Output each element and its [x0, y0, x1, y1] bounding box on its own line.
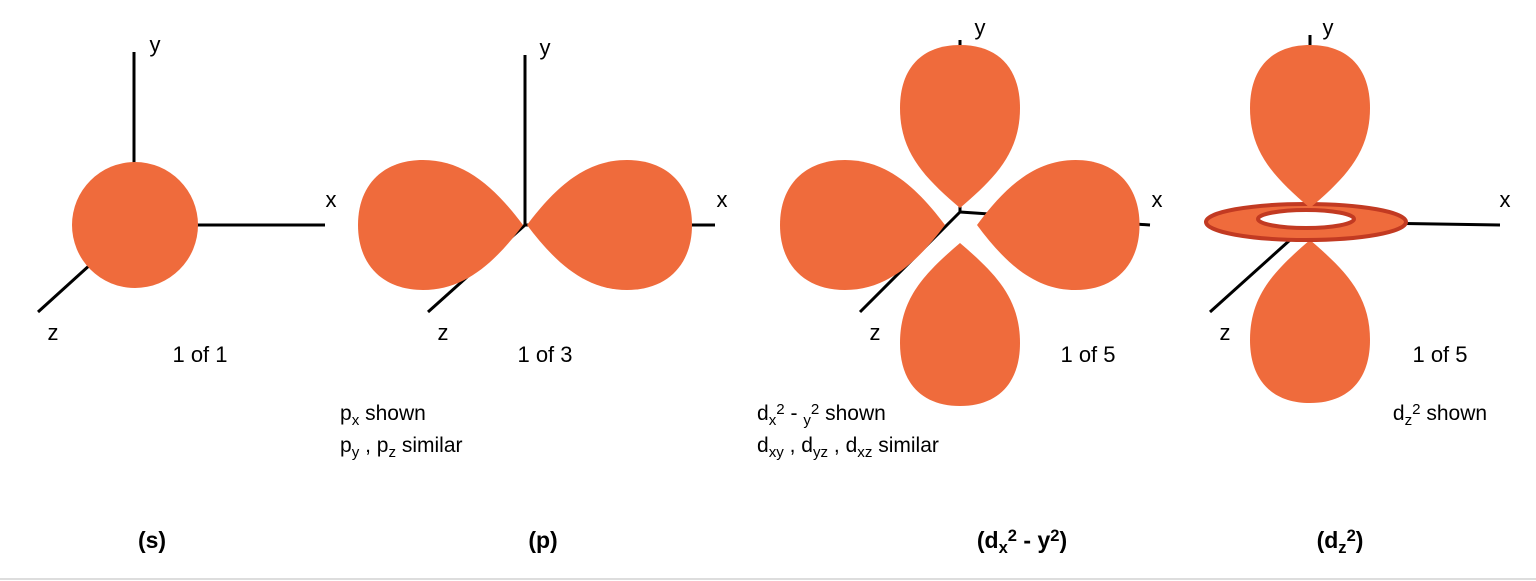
text-segment: yz — [813, 444, 828, 461]
note: dxy , dyz , dxz similar — [757, 434, 939, 461]
text-segment: 2 — [1050, 526, 1059, 545]
text-segment: xy — [769, 444, 785, 461]
text-segment: 2 — [1347, 526, 1356, 545]
p-orbital — [358, 55, 715, 314]
text-segment: (p) — [528, 527, 557, 553]
sphere — [72, 162, 198, 288]
text-segment: - y — [1017, 527, 1050, 553]
s-orbital — [36, 52, 325, 314]
text-segment: 2 — [1412, 401, 1420, 418]
text-segment: ) — [1059, 527, 1067, 553]
text-segment: similar — [396, 434, 463, 457]
text-segment: , d — [828, 434, 857, 457]
text-segment: - — [785, 402, 804, 425]
orbital-count: 1 of 5 — [1060, 342, 1115, 367]
text-segment: x — [352, 412, 360, 429]
text-segment: (s) — [138, 527, 166, 553]
orbital-label: (s) — [138, 527, 166, 553]
axis-label: x — [326, 187, 337, 212]
text-segment: shown — [359, 402, 426, 425]
dz2-orbital — [1204, 35, 1501, 403]
text-segment: d — [757, 402, 769, 425]
orbital-label: (p) — [528, 527, 557, 553]
orbital-count: 1 of 1 — [172, 342, 227, 367]
axis-label: y — [1323, 15, 1334, 40]
text-segment: 2 — [1008, 526, 1017, 545]
text-segment: p — [340, 434, 352, 457]
axis-label: y — [975, 15, 986, 40]
axis-label: z — [870, 320, 881, 345]
text-segment: 2 — [811, 401, 819, 418]
axis-label: y — [150, 32, 161, 57]
text-segment: xz — [857, 444, 872, 461]
text-segment: 2 — [776, 401, 784, 418]
text-segment: y — [352, 444, 360, 461]
orbital-label: (dz2) — [1317, 526, 1364, 557]
axis-label: y — [540, 35, 551, 60]
orbital-count: 1 of 5 — [1412, 342, 1467, 367]
note: dz2 shown — [1393, 401, 1487, 429]
text-segment: z — [1338, 538, 1346, 557]
text-segment: z — [388, 444, 396, 461]
text-segment: similar — [872, 434, 939, 457]
axis-label: z — [1220, 320, 1231, 345]
axis-label: z — [48, 320, 59, 345]
text-segment: x — [769, 412, 777, 429]
orbital-count: 1 of 3 — [517, 342, 572, 367]
text-segment: shown — [1421, 402, 1488, 425]
axis-label: x — [1500, 187, 1511, 212]
text-segment: , d — [784, 434, 813, 457]
text-segment: (d — [977, 527, 999, 553]
text-segment: d — [1393, 402, 1405, 425]
axis-label: x — [717, 187, 728, 212]
text-segment: ) — [1356, 527, 1364, 553]
axis-label: z — [438, 320, 449, 345]
text-segment: , p — [359, 434, 388, 457]
torus-hole — [1256, 208, 1356, 230]
dx2y2-orbital — [780, 40, 1151, 406]
note: dx2 - y2 shown — [757, 401, 886, 429]
text-segment: d — [757, 434, 769, 457]
text-segment: x — [999, 538, 1009, 557]
text-segment: shown — [819, 402, 886, 425]
note: py , pz similar — [340, 434, 463, 461]
text-segment: p — [340, 402, 352, 425]
note: px shown — [340, 402, 426, 429]
text-segment: z — [1405, 412, 1413, 429]
axis-label: x — [1152, 187, 1163, 212]
text-segment: (d — [1317, 527, 1339, 553]
text-segment: y — [803, 412, 811, 429]
orbital-label: (dx2 - y2) — [977, 526, 1067, 557]
